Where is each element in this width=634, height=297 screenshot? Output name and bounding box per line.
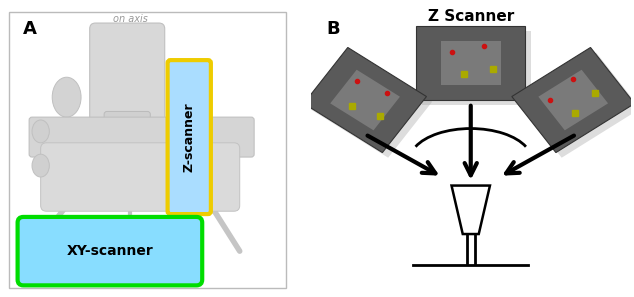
Text: B: B: [327, 20, 340, 38]
Polygon shape: [451, 186, 490, 234]
FancyBboxPatch shape: [89, 23, 165, 126]
FancyBboxPatch shape: [104, 111, 150, 140]
FancyBboxPatch shape: [29, 117, 254, 157]
Polygon shape: [330, 70, 400, 130]
Text: on axis: on axis: [113, 15, 148, 24]
Text: Z Scanner: Z Scanner: [427, 9, 514, 24]
Text: A: A: [23, 20, 37, 38]
Polygon shape: [538, 70, 608, 130]
Polygon shape: [309, 53, 432, 158]
Polygon shape: [104, 245, 156, 274]
Ellipse shape: [32, 154, 49, 177]
Polygon shape: [422, 31, 531, 105]
FancyBboxPatch shape: [41, 143, 240, 211]
Ellipse shape: [32, 120, 49, 143]
FancyBboxPatch shape: [18, 217, 202, 285]
Polygon shape: [517, 53, 634, 158]
FancyBboxPatch shape: [167, 60, 211, 214]
FancyBboxPatch shape: [9, 12, 286, 288]
Polygon shape: [417, 26, 525, 100]
Text: XY-scanner: XY-scanner: [67, 244, 153, 258]
Polygon shape: [304, 48, 427, 153]
Ellipse shape: [52, 77, 81, 117]
Polygon shape: [441, 41, 501, 85]
Text: Z-scanner: Z-scanner: [183, 102, 196, 172]
Ellipse shape: [171, 77, 199, 117]
Polygon shape: [512, 48, 634, 153]
